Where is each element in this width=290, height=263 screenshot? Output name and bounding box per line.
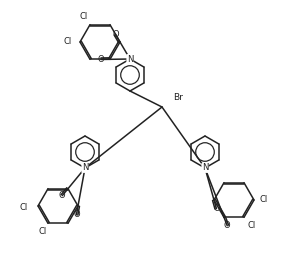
- Text: O: O: [98, 55, 104, 64]
- Text: Cl: Cl: [39, 227, 47, 236]
- Text: N: N: [127, 54, 133, 63]
- Text: Cl: Cl: [248, 221, 256, 230]
- Text: N: N: [202, 164, 208, 173]
- Text: N: N: [82, 164, 88, 173]
- Text: O: O: [224, 221, 231, 230]
- Text: Cl: Cl: [20, 204, 28, 213]
- Text: O: O: [213, 204, 220, 213]
- Text: Cl: Cl: [80, 12, 88, 21]
- Text: O: O: [73, 210, 80, 219]
- Text: O: O: [59, 191, 66, 200]
- Text: Br: Br: [173, 93, 183, 102]
- Text: O: O: [112, 30, 119, 39]
- Text: Cl: Cl: [260, 195, 268, 205]
- Text: Cl: Cl: [64, 38, 72, 47]
- Text: N: N: [202, 164, 208, 173]
- Text: N: N: [82, 164, 88, 173]
- Text: N: N: [127, 54, 133, 63]
